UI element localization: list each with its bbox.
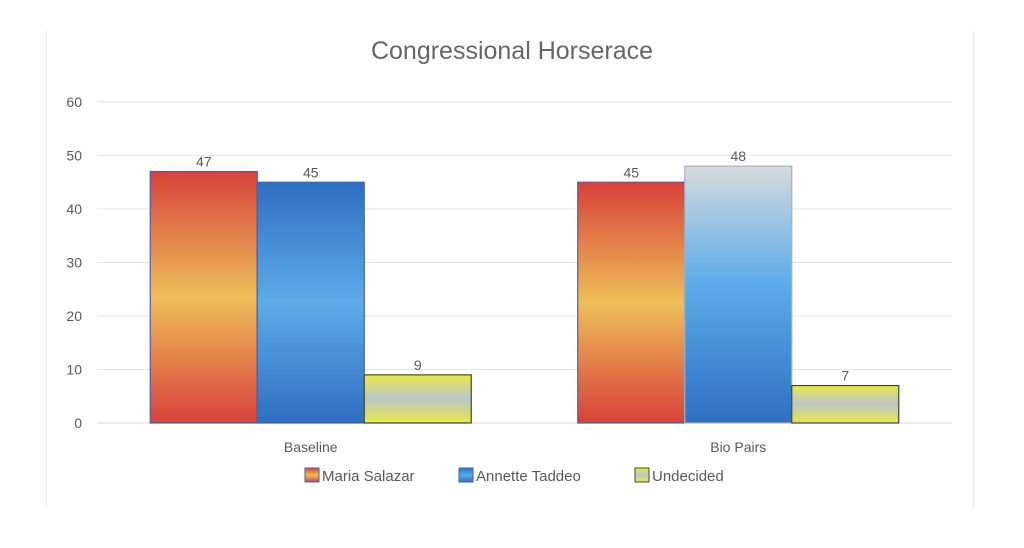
legend-swatch	[304, 467, 320, 483]
x-axis-ticks: Baseline Bio Pairs	[284, 439, 766, 455]
x-tick-label: Baseline	[284, 439, 338, 455]
legend-label: Maria Salazar	[322, 468, 415, 485]
data-label: 45	[303, 164, 319, 180]
legend-label: Annette Taddeo	[476, 468, 581, 485]
y-axis-ticks: 0 10 20 30 40 50 60	[66, 94, 82, 431]
x-tick-label: Bio Pairs	[710, 439, 766, 455]
data-label: 7	[841, 368, 849, 384]
y-tick-label: 50	[66, 148, 82, 164]
bar	[256, 181, 365, 424]
legend-item: Undecided	[634, 467, 724, 485]
bar	[363, 374, 472, 424]
y-tick-label: 10	[66, 362, 82, 378]
legend-item: Maria Salazar	[304, 467, 415, 485]
data-label: 9	[414, 357, 422, 373]
data-label: 48	[730, 148, 746, 164]
legend-swatch	[634, 467, 650, 483]
data-label: 45	[623, 164, 639, 180]
legend: Maria Salazar Annette Taddeo Undecided	[304, 467, 724, 485]
y-tick-label: 60	[66, 94, 82, 110]
legend-item: Annette Taddeo	[458, 467, 581, 485]
chart-title: Congressional Horserace	[371, 37, 653, 65]
data-label: 47	[196, 154, 212, 170]
bar	[791, 384, 900, 424]
y-tick-label: 0	[74, 415, 82, 431]
y-tick-label: 30	[66, 255, 82, 271]
bar	[577, 181, 686, 424]
chart-frame	[46, 30, 974, 508]
y-tick-label: 40	[66, 201, 82, 217]
bar	[684, 165, 793, 424]
legend-label: Undecided	[652, 468, 724, 485]
y-tick-label: 20	[66, 308, 82, 324]
data-labels: 47 45 9 45 48 7	[196, 148, 849, 383]
bar	[149, 170, 258, 424]
legend-swatch	[458, 467, 474, 483]
bars	[149, 165, 900, 424]
